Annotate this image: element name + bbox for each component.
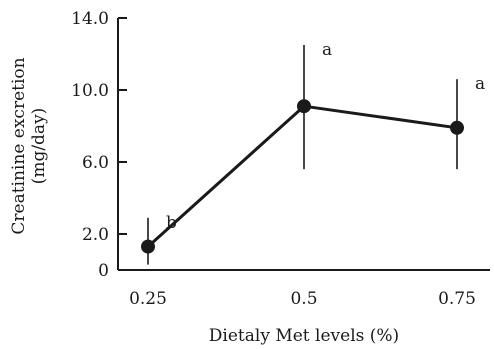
y-axis-title-line2: (mg/day) bbox=[29, 108, 49, 185]
y-axis-title: Creatinine excretion (mg/day) bbox=[9, 57, 49, 234]
y-tick-label: 6.0 bbox=[82, 153, 109, 173]
significance-letter: a bbox=[322, 40, 332, 60]
data-point bbox=[450, 120, 464, 135]
significance-letter: b bbox=[166, 213, 177, 233]
x-tick-label: 0.25 bbox=[129, 289, 167, 309]
x-axis-title: Dietaly Met levels (%) bbox=[209, 326, 399, 346]
y-tick-label: 14.0 bbox=[71, 9, 109, 29]
data-point bbox=[141, 239, 155, 254]
x-ticks: 0.25 0.5 0.75 bbox=[129, 289, 476, 309]
y-tick-label: 0 bbox=[98, 261, 109, 281]
data-point bbox=[297, 99, 311, 114]
y-axis-title-line1: Creatinine excretion bbox=[9, 57, 29, 234]
series-layer: b a a bbox=[141, 40, 485, 265]
y-tick-label: 2.0 bbox=[82, 225, 109, 245]
significance-letter: a bbox=[475, 74, 485, 94]
series-line bbox=[146, 104, 458, 248]
y-tick-label: 10.0 bbox=[71, 81, 109, 101]
x-tick-label: 0.75 bbox=[438, 289, 476, 309]
axes bbox=[117, 18, 490, 271]
x-tick-label: 0.5 bbox=[290, 289, 317, 309]
y-ticks: 0 2.0 6.0 10.0 14.0 bbox=[71, 9, 127, 281]
